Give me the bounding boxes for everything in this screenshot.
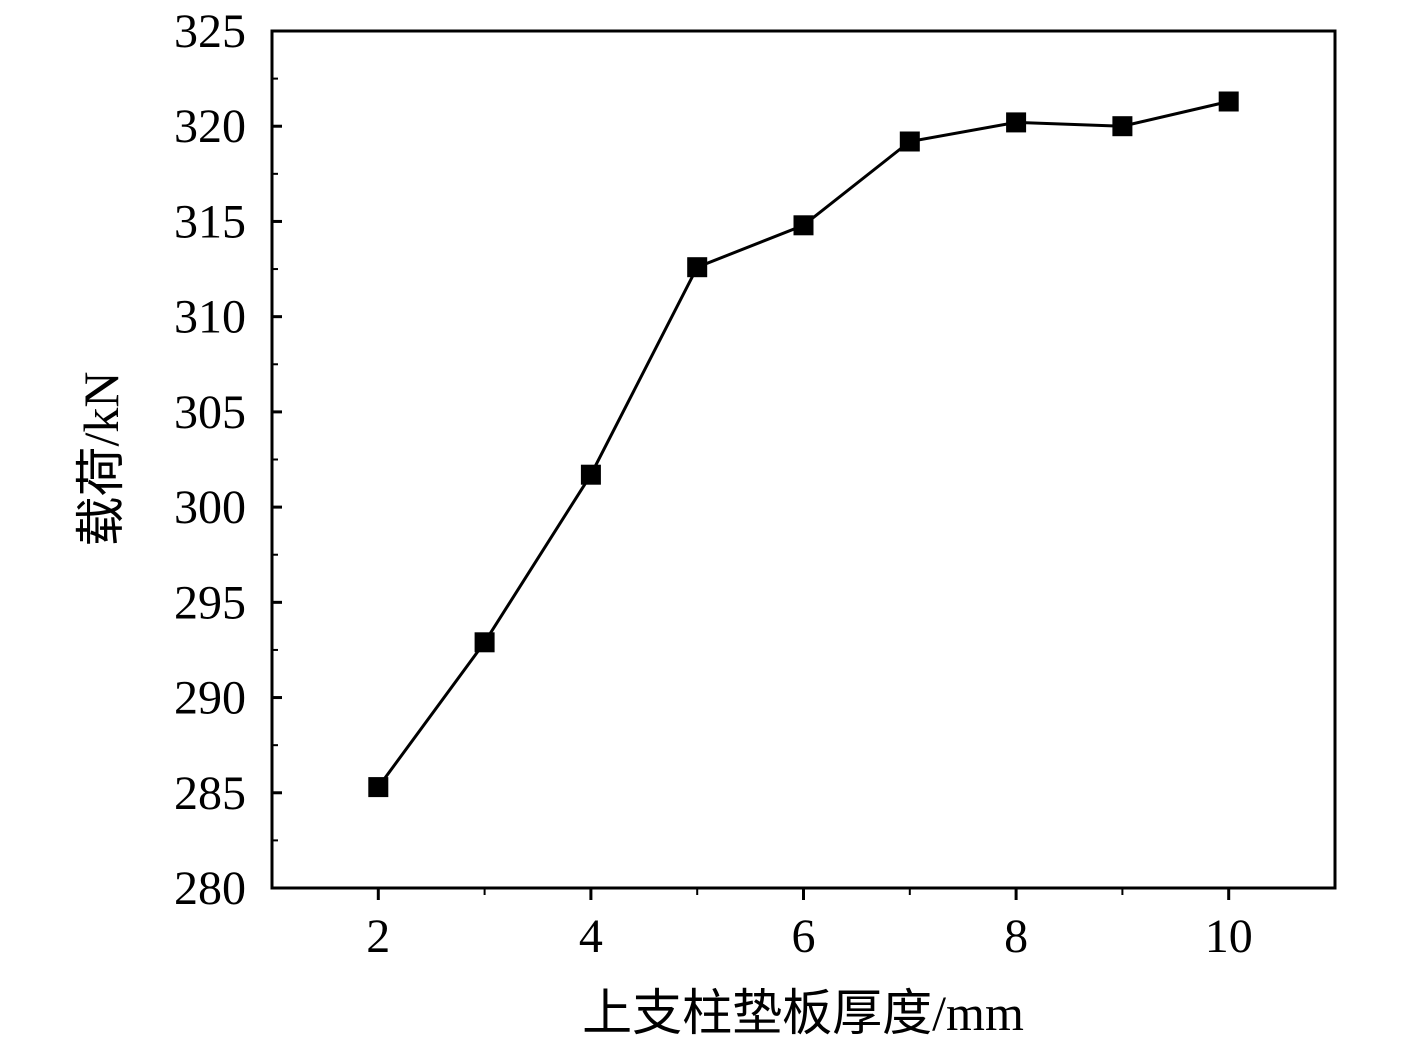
x-tick-label: 10 [1205, 910, 1253, 963]
x-tick-label: 4 [579, 910, 603, 963]
x-tick-label: 6 [792, 910, 816, 963]
data-point-marker [899, 131, 920, 152]
y-tick-label: 315 [174, 195, 246, 248]
data-point-marker [580, 464, 601, 485]
y-tick-label: 320 [174, 100, 246, 153]
data-point-marker [1006, 112, 1027, 133]
y-axis: 280 285 290 295 300 305 310 315 320 325 [174, 5, 282, 915]
series-line [377, 100, 1230, 788]
x-axis: 2 4 6 8 10 [366, 888, 1253, 963]
data-point-marker [368, 777, 389, 798]
y-tick-label: 285 [174, 767, 246, 820]
x-axis-title: 上支柱垫板厚度/mm [582, 985, 1024, 1041]
data-point-marker [1218, 91, 1239, 112]
data-point-marker [1112, 116, 1133, 137]
y-tick-label: 300 [174, 481, 246, 534]
data-point-marker [793, 215, 814, 236]
y-tick-label: 290 [174, 672, 246, 725]
x-tick-label: 8 [1004, 910, 1028, 963]
plot-frame [270, 29, 1337, 890]
y-tick-label: 310 [174, 291, 246, 344]
data-point-marker [474, 632, 495, 653]
y-tick-label: 305 [174, 386, 246, 439]
data-series [368, 91, 1239, 798]
y-tick-label: 280 [174, 862, 246, 915]
x-tick-label: 2 [366, 910, 390, 963]
y-tick-label: 325 [174, 5, 246, 58]
data-point-marker [687, 257, 708, 278]
y-tick-label: 295 [174, 576, 246, 629]
y-axis-title: 载荷/kN [73, 372, 129, 547]
